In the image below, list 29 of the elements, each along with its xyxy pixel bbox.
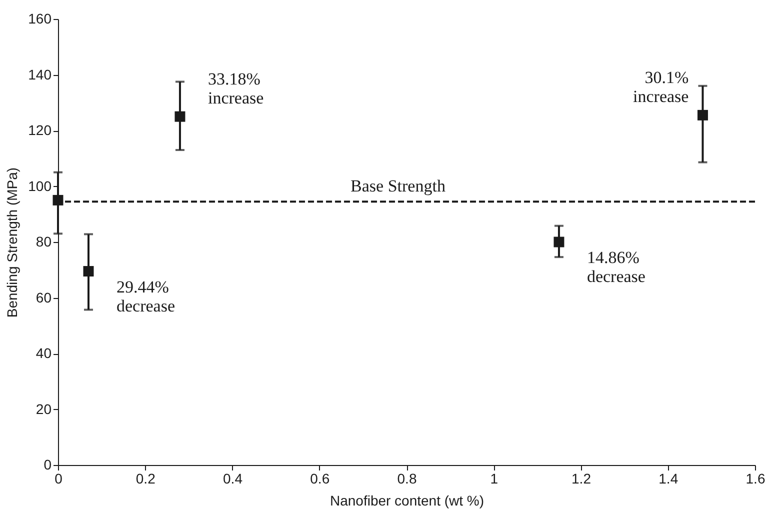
point	[697, 110, 708, 120]
y-axis-title: Bending Strength (MPa)	[4, 167, 20, 318]
y-tick-label: 40	[36, 345, 52, 361]
annotation: 33.18% increase	[208, 70, 264, 108]
x-tick-label: 1.4	[658, 470, 678, 486]
annotation: 14.86% decrease	[586, 248, 646, 286]
point	[83, 266, 94, 277]
x-tick-label: 1.6	[746, 470, 766, 486]
y-tick-label: 100	[28, 178, 52, 194]
x-tick-label: 0.8	[397, 470, 417, 486]
y-tick-label: 140	[28, 66, 52, 82]
x-tick-label: 1	[490, 470, 498, 486]
ref-line-label: Base Strength	[350, 176, 446, 196]
annotation: 30.1% increase	[633, 68, 689, 106]
y-tick-label: 120	[28, 122, 52, 138]
annotation: 29.44% decrease	[116, 277, 176, 316]
x-axis-title: Nanofiber content (wt %)	[330, 492, 484, 508]
point	[174, 111, 186, 122]
y-tick-label: 0	[44, 456, 52, 472]
x-tick-label: 0.4	[223, 470, 243, 486]
y-tick-label: 20	[36, 400, 52, 417]
x-tick-label: 0.2	[136, 470, 156, 486]
y-tick-label: 60	[36, 289, 52, 306]
y-tick-label: 80	[36, 234, 52, 250]
x-tick-label: 1.2	[572, 470, 592, 486]
point	[554, 236, 564, 248]
y-tick-label: 160	[28, 10, 52, 26]
x-tick-label: 0.6	[310, 470, 330, 486]
x-tick-label: 0	[54, 470, 63, 486]
